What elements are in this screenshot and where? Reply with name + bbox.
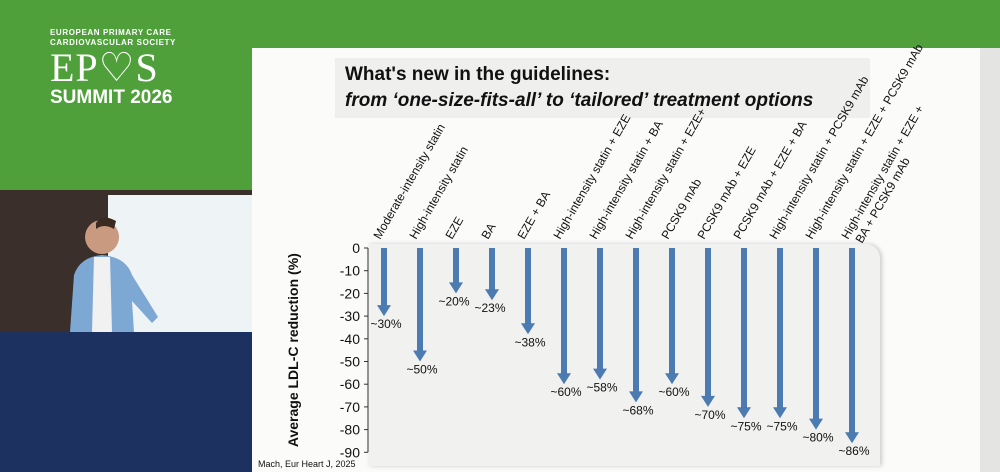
arrow-head [485,289,499,301]
arrow-shaft [813,248,819,420]
value-label: ~75% [766,419,797,433]
logo-event: SUMMIT 2026 [50,87,173,108]
value-label: ~23% [474,301,505,315]
y-tick-label: -90 [340,444,360,460]
logo-line1: EUROPEAN PRIMARY CARE [50,28,172,37]
arrow-head [737,407,751,419]
arrow-head [701,395,715,407]
logo-panel: EUROPEAN PRIMARY CARE CARDIOVASCULAR SOC… [0,0,252,190]
arrow-shaft [525,248,531,325]
arrow-head [377,305,391,317]
arrow-head [557,373,571,385]
slide-title: What's new in the guidelines: [345,64,611,85]
value-label: ~75% [730,419,761,433]
slide-edge [980,48,1000,472]
category-label: BA [478,221,498,242]
y-tick-label: -70 [340,399,360,415]
value-label: ~68% [622,403,653,417]
logo-line2: CARDIOVASCULAR SOCIETY [50,38,176,47]
logo-wordmark: EP♡S [50,45,159,90]
arrow-head [413,350,427,362]
value-label: ~30% [370,317,401,331]
value-label: ~86% [838,444,869,458]
slide-subtitle: from ‘one-size-fits-all’ to ‘tailored’ t… [345,90,814,111]
arrow-shaft [417,248,423,352]
arrow-shaft [381,248,387,307]
arrow-shaft [849,248,855,434]
value-label: ~50% [406,363,437,377]
y-tick-label: -40 [340,331,360,347]
y-tick-label: -60 [340,376,360,392]
citation: Mach, Eur Heart J, 2025 [258,459,356,469]
category-label: EZE + BA [514,189,553,242]
epccs-logo: EUROPEAN PRIMARY CARE CARDIOVASCULAR SOC… [50,28,176,108]
arrow-head [521,323,535,335]
arrow-head [629,391,643,403]
arrow-head [809,418,823,430]
arrow-head [665,373,679,385]
value-label: ~60% [550,385,581,399]
y-tick-label: -80 [340,422,360,438]
y-tick-label: -20 [340,285,360,301]
value-label: ~60% [658,385,689,399]
arrow-head [773,407,787,419]
arrow-shaft [777,248,783,409]
speaker-figure [70,217,158,332]
category-label: EZE [442,214,466,241]
value-label: ~38% [514,335,545,349]
lower-panel [0,332,252,472]
arrow-shaft [561,248,567,375]
arrow-head [845,432,859,444]
value-label: ~20% [438,294,469,308]
arrow-shaft [741,248,747,409]
y-axis-label: Average LDL-C reduction (%) [285,253,301,447]
arrow-shaft [597,248,603,370]
arrow-shaft [453,248,459,284]
value-label: ~70% [694,408,725,422]
arrow-head [449,282,463,294]
arrow-shaft [633,248,639,393]
arrow-shaft [705,248,711,397]
value-label: ~80% [802,431,833,445]
y-tick-label: -50 [340,354,360,370]
y-tick-label: -10 [340,263,360,279]
speaker-video [0,190,252,332]
y-tick-label: 0 [352,240,360,256]
arrow-shaft [669,248,675,375]
value-label: ~58% [586,381,617,395]
title-box [335,58,870,118]
y-tick-label: -30 [340,308,360,324]
arrow-shaft [489,248,495,291]
arrow-head [593,368,607,380]
